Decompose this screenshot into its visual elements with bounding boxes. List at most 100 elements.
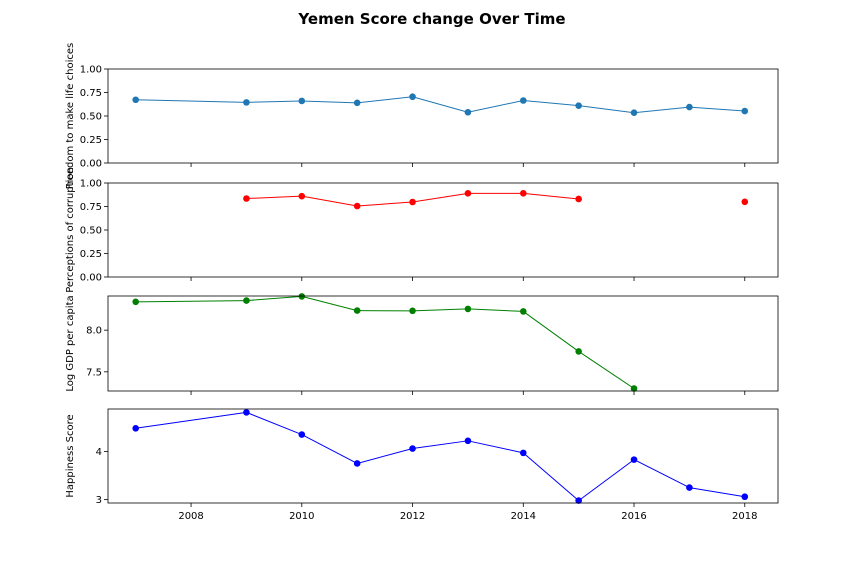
data-point <box>741 198 749 206</box>
data-point <box>741 493 749 501</box>
data-point <box>464 190 472 197</box>
axes-frame <box>107 295 779 392</box>
series-segment <box>467 100 524 113</box>
x-tick-label: 2018 <box>732 511 757 522</box>
y-axis-label: Happiness Score <box>65 414 76 497</box>
data-point <box>409 307 416 315</box>
data-point <box>519 97 527 104</box>
axes-frame <box>107 68 779 164</box>
series-segment <box>246 100 302 103</box>
data-point <box>132 96 139 104</box>
data-point <box>298 431 306 438</box>
data-point <box>298 192 306 200</box>
y-tick-label: 0.25 <box>80 135 102 146</box>
series-segment <box>523 99 579 107</box>
data-point <box>298 293 306 300</box>
data-point <box>575 348 582 355</box>
data-point <box>686 103 693 111</box>
data-point <box>298 97 306 105</box>
y-tick-label: 0.50 <box>80 226 102 237</box>
series-segment <box>412 96 469 113</box>
series-segment <box>689 487 745 498</box>
series-segment <box>301 295 358 312</box>
series-segment <box>357 96 413 104</box>
chart-title: Yemen Score change Over Time <box>297 10 565 28</box>
y-axis-label: Freedom to make life choices <box>65 43 76 189</box>
data-point <box>243 195 250 202</box>
y-tick-label: 0.75 <box>80 202 102 213</box>
data-point <box>409 445 416 452</box>
x-tick-label: 2016 <box>621 511 646 522</box>
panel-freedom: 0.00 0.25 0.50 0.75 1.00 Freedom to make life… <box>65 43 779 189</box>
data-point <box>519 449 527 457</box>
data-point <box>243 297 250 304</box>
y-tick-label: 1.00 <box>80 65 102 76</box>
data-point <box>575 102 582 109</box>
data-point <box>353 202 361 210</box>
series-segment <box>522 311 579 352</box>
series-segment <box>301 195 358 207</box>
series-segment <box>357 448 413 464</box>
series-segment <box>689 106 745 112</box>
panel-corruption: 0.00 0.25 0.50 0.75 1.00 Perceptions of corru… <box>65 167 779 293</box>
series-segment <box>301 100 358 104</box>
series-segment <box>578 105 635 114</box>
series-segment <box>135 300 247 303</box>
data-point <box>519 190 527 197</box>
y-tick-label: 8.0 <box>86 326 102 337</box>
y-tick-label: 4 <box>96 447 102 458</box>
series-segment <box>633 106 690 114</box>
series-segment <box>357 201 413 207</box>
x-tick-label: 2014 <box>511 511 536 522</box>
data-point <box>353 307 361 314</box>
subplots: 0.00 0.25 0.50 0.75 1.00 Freedom to make life… <box>65 43 779 522</box>
series-segment <box>467 308 524 312</box>
data-point <box>575 497 582 504</box>
series-segment <box>246 295 302 302</box>
series-segment <box>301 434 358 464</box>
series-segment <box>633 459 690 489</box>
data-point <box>353 460 361 467</box>
x-tick-label: 2010 <box>289 511 314 522</box>
data-point <box>132 424 139 432</box>
data-point <box>409 198 416 206</box>
data-point <box>132 298 139 306</box>
axes-frame <box>107 182 779 278</box>
y-tick-label: 1.00 <box>80 179 102 190</box>
data-point <box>686 484 693 491</box>
data-point <box>630 109 638 117</box>
series-segment <box>412 192 468 203</box>
data-point <box>630 385 638 392</box>
data-point <box>464 437 472 445</box>
data-point <box>630 456 638 463</box>
x-tick-label: 2012 <box>400 511 425 522</box>
series-segment <box>135 411 247 429</box>
y-tick-label: 7.5 <box>86 367 102 378</box>
panel-gdp: 7.5 8.0 Log GDP per capita <box>65 293 779 395</box>
axes-frame <box>107 408 779 504</box>
y-axis-label: Perceptions of corruption <box>65 167 76 293</box>
data-point <box>409 93 416 101</box>
data-point <box>243 99 250 106</box>
panel-happiness: 3 4 2008 2010 2012 2014 2016 2018 Happiness Scor… <box>65 408 779 522</box>
data-point <box>575 195 582 203</box>
series-segment <box>412 440 468 450</box>
series-segment <box>523 192 579 200</box>
series-segment <box>412 308 468 312</box>
y-tick-label: 0.75 <box>80 88 102 99</box>
y-tick-label: 0.00 <box>80 273 102 284</box>
data-point <box>519 308 527 315</box>
series-segment <box>467 440 524 454</box>
series-segment <box>578 459 635 501</box>
y-tick-label: 0.00 <box>80 159 102 170</box>
series-segment <box>578 351 635 389</box>
x-tick-label: 2008 <box>178 511 203 522</box>
y-tick-label: 0.50 <box>80 112 102 123</box>
y-tick-label: 0.25 <box>80 249 102 260</box>
y-tick-label: 3 <box>96 495 102 506</box>
y-axis-label: Log GDP per capita <box>65 295 76 391</box>
series-segment <box>522 452 579 501</box>
data-point <box>741 107 749 115</box>
data-point <box>464 108 472 116</box>
